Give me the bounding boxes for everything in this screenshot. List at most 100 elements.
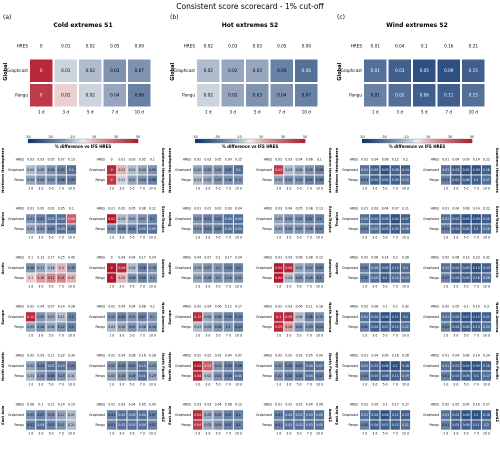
colorbar-segment: [66, 139, 70, 143]
cell-value: 0.04: [118, 256, 125, 260]
cell-value: 0.04: [306, 364, 313, 368]
heatmap-cell: [46, 224, 56, 234]
cell-value: 0.16: [48, 266, 55, 270]
heatmap-cell: [274, 302, 284, 312]
cell-value: 0.27: [483, 403, 490, 407]
heatmap-cell: [128, 59, 151, 82]
colorbar-segment: [430, 139, 434, 143]
heatmap-cell: [304, 371, 314, 381]
heatmap-cell: [380, 420, 390, 430]
cell-value: 0.04: [296, 168, 303, 172]
heatmap-cell: [193, 302, 203, 312]
cell-value: 0.09: [316, 354, 323, 358]
heatmap-cell: [471, 204, 481, 214]
heatmap-cell: [107, 361, 117, 371]
heatmap-cell: [36, 371, 46, 381]
cell-value: 0.02: [371, 178, 378, 182]
heatmap-cell: [471, 302, 481, 312]
heatmap-cell: [127, 204, 137, 214]
cell-value: 0.34: [68, 354, 75, 358]
heatmap-cell: [203, 420, 213, 430]
heatmap-cell: [314, 165, 325, 175]
cell-value: 0.03: [253, 68, 263, 73]
heatmap-cell: [451, 204, 461, 214]
model-label: Pangu: [95, 276, 105, 280]
region-label: Extra-Tropics: [161, 206, 165, 234]
cell-value: 0.28: [68, 305, 75, 309]
heatmap-cell: [390, 371, 400, 381]
heatmap-cell: [390, 410, 400, 420]
cell-value: 0.24: [149, 256, 156, 260]
heatmap-cell: [128, 84, 151, 107]
cell-value: 0.09: [463, 276, 470, 280]
cell-value: 0.03: [382, 217, 389, 221]
model-label: Pangu: [429, 276, 439, 280]
cell-value: 0.02: [275, 305, 282, 309]
colorbar-segment: [375, 139, 379, 143]
heatmap-cell: [213, 371, 223, 381]
cell-value: 0.01: [442, 227, 449, 231]
lead-tick-label: 7 d: [226, 334, 231, 338]
model-label: Graphcast: [89, 364, 106, 368]
cell-value: 0.02: [361, 305, 368, 309]
heatmap-cell: [461, 155, 471, 165]
heatmap-cell: [223, 302, 233, 312]
model-label: HRES: [16, 354, 24, 358]
heatmap-cell: [127, 165, 137, 175]
cell-value: 0.06: [452, 256, 459, 260]
lead-tick-label: 1 d: [276, 236, 281, 240]
cell-value: 0.12: [27, 315, 34, 319]
heatmap-cell: [36, 312, 46, 322]
colorbar-tick-label: -10: [69, 135, 74, 139]
cell-value: 0.2: [69, 315, 74, 319]
heatmap-cell: [441, 204, 451, 214]
cell-value: 0.14: [473, 354, 480, 358]
heatmap-cell: [147, 400, 158, 410]
region-label: North America: [495, 302, 499, 333]
heatmap-cell: [147, 302, 158, 312]
heatmap-cell: [117, 165, 127, 175]
heatmap-cell: [36, 420, 46, 430]
model-label: Pangu: [348, 227, 358, 231]
heatmap-cell: [441, 410, 451, 420]
heatmap-cell: [66, 224, 77, 234]
cell-value: 0.13: [463, 256, 470, 260]
heatmap-cell: [66, 165, 77, 175]
cell-value: 0.47: [68, 276, 75, 280]
heatmap-cell: [147, 263, 158, 273]
heatmap-cell: [380, 312, 390, 322]
lead-tick-label: 10 d: [316, 187, 323, 191]
model-label: Pangu: [15, 93, 28, 98]
heatmap-cell: [481, 175, 492, 185]
heatmap-cell: [441, 312, 451, 322]
cell-value: 0.16: [139, 354, 146, 358]
heatmap-cell: [370, 214, 380, 224]
cell-value: 0.17: [392, 403, 399, 407]
cell-value: 0.13: [139, 364, 146, 368]
heatmap-cell: [36, 253, 46, 263]
colorbar-segment: [80, 139, 84, 143]
heatmap-cell: [441, 175, 451, 185]
cell-value: 0.01: [361, 168, 368, 172]
cell-value: 0.12: [392, 423, 399, 427]
colorbar-segment: [30, 139, 34, 143]
cell-value: 0.16: [483, 227, 490, 231]
heatmap-cell: [79, 84, 102, 107]
model-label: Graphcast: [175, 168, 192, 172]
cell-value: 0.03: [285, 305, 292, 309]
lead-tick-label: 10 d: [235, 334, 242, 338]
model-label: Graphcast: [423, 168, 440, 172]
cell-value: 0.07: [58, 158, 65, 162]
heatmap-cell: [127, 410, 137, 420]
model-label: Pangu: [348, 423, 358, 427]
cell-value: 0.1: [236, 413, 241, 417]
cell-value: 0.26: [402, 354, 409, 358]
cell-value: 0.04: [296, 158, 303, 162]
model-label: Pangu: [14, 325, 24, 329]
cell-value: 0.09: [149, 168, 156, 172]
heatmap-cell: [360, 214, 370, 224]
heatmap-cell: [274, 214, 284, 224]
cell-value: 0.03: [27, 158, 34, 162]
cell-value: 0.01: [108, 207, 115, 211]
heatmap-cell: [137, 273, 147, 283]
